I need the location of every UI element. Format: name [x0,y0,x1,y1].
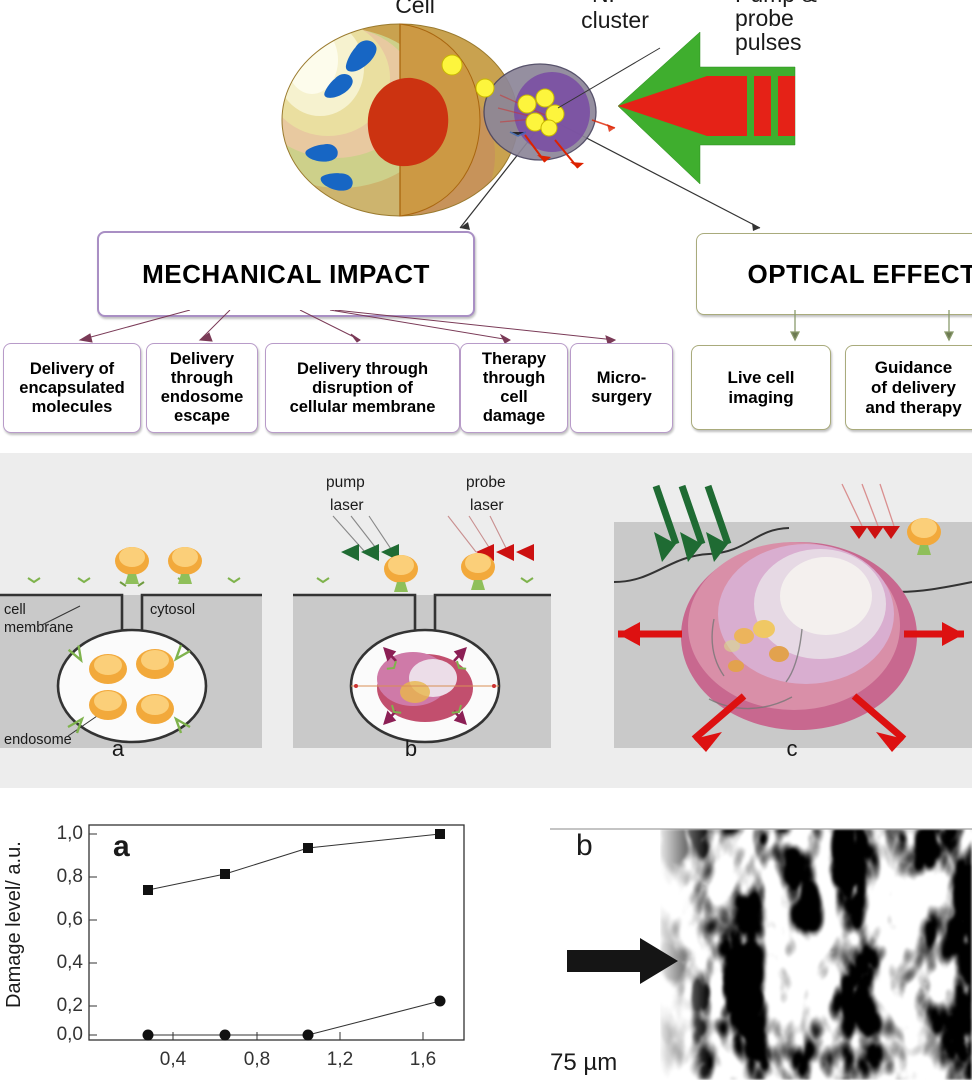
svg-text:probe: probe [466,474,506,491]
svg-text:laser: laser [470,497,504,514]
svg-text:b: b [405,736,417,761]
svg-text:a: a [112,736,125,761]
svg-text:endosome: endosome [4,732,72,748]
svg-text:NP: NP [592,0,624,7]
svg-text:0,6: 0,6 [57,909,83,930]
svg-text:cytosol: cytosol [150,602,195,618]
svg-text:Cell: Cell [395,0,435,18]
svg-text:Damage level/ a.u.: Damage level/ a.u. [3,841,25,1008]
svg-text:a: a [113,830,130,863]
svg-text:membrane: membrane [4,620,73,636]
svg-text:b: b [576,829,593,862]
svg-text:0,2: 0,2 [57,995,83,1016]
svg-text:75 µm: 75 µm [550,1049,617,1076]
svg-text:0,8: 0,8 [57,866,83,887]
svg-text:1,2: 1,2 [327,1049,353,1070]
svg-text:laser: laser [330,497,364,514]
svg-text:0,4: 0,4 [160,1049,187,1070]
svg-text:c: c [787,736,798,761]
svg-text:0,0: 0,0 [57,1024,83,1045]
svg-text:probe: probe [735,5,794,31]
svg-text:pump: pump [326,474,365,491]
svg-text:cluster: cluster [581,7,649,33]
svg-text:0,4: 0,4 [57,952,84,973]
svg-text:1,0: 1,0 [57,823,83,844]
svg-text:pulses: pulses [735,29,801,55]
svg-text:cell: cell [4,602,26,618]
svg-text:0,8: 0,8 [244,1049,270,1070]
svg-text:1,6: 1,6 [410,1049,436,1070]
